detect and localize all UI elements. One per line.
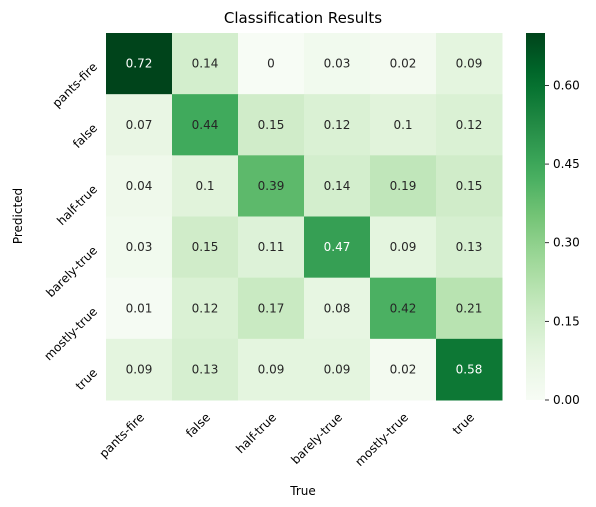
cell-value-label: 0.02: [390, 57, 417, 71]
heatmap-cell: [238, 33, 305, 95]
x-tick-label: true: [450, 410, 477, 437]
cell-value-label: 0.15: [192, 240, 219, 254]
heatmap-cell: [238, 155, 305, 217]
heatmap-cell: [172, 216, 239, 279]
cell-value-label: 0.15: [456, 179, 483, 193]
heatmap-cell: [436, 33, 503, 95]
cell-value-label: 0.1: [393, 118, 412, 132]
y-tick-label: mostly-true: [41, 304, 100, 363]
cell-value-label: 0.07: [126, 118, 153, 132]
heatmap-cell: [304, 216, 371, 279]
y-axis-label: Predicted: [11, 188, 25, 244]
heatmap-cell: [436, 338, 503, 401]
x-axis-label: True: [289, 484, 316, 498]
colorbar: [526, 33, 545, 400]
cell-value-label: 0.14: [192, 57, 219, 71]
heatmap-cell: [106, 338, 173, 401]
y-tick-label: barely-true: [43, 243, 100, 300]
cell-value-label: 0.13: [192, 362, 219, 376]
y-tick-label: half-true: [54, 182, 100, 228]
x-tick-label: false: [183, 410, 213, 440]
cell-value-label: 0.12: [324, 118, 351, 132]
heatmap-cell: [106, 33, 173, 95]
x-tick-label: half-true: [233, 410, 279, 456]
cell-value-label: 0.14: [324, 179, 351, 193]
x-tick-label: mostly-true: [352, 410, 411, 469]
heatmap-cell: [238, 94, 305, 156]
heatmap-cell: [172, 338, 239, 401]
colorbar-tick-label: 0.60: [553, 78, 580, 92]
y-tick-label: false: [70, 121, 100, 151]
cell-value-label: 0.03: [324, 57, 351, 71]
cell-value-label: 0.72: [126, 57, 153, 71]
heatmap-cell: [106, 277, 173, 340]
heatmap-cell: [436, 216, 503, 279]
heatmap-cell: [370, 155, 437, 217]
cell-value-label: 0.08: [324, 301, 351, 315]
heatmap-cell: [370, 216, 437, 279]
heatmap-cell: [436, 94, 503, 156]
cell-value-label: 0.17: [258, 301, 285, 315]
heatmap-cell: [106, 94, 173, 156]
cell-value-label: 0.58: [456, 362, 483, 376]
heatmap-cell: [172, 155, 239, 217]
heatmap-cell: [106, 216, 173, 279]
heatmap-cell: [238, 338, 305, 401]
heatmap-cell: [370, 33, 437, 95]
cell-value-label: 0.19: [390, 179, 417, 193]
x-tick-label: barely-true: [288, 410, 345, 467]
x-tick-labels: pants-fire false half-true barely-true mostl…: [97, 410, 478, 469]
cell-value-label: 0.12: [456, 118, 483, 132]
cell-value-label: 0.04: [126, 179, 153, 193]
cell-value-label: 0.09: [456, 57, 483, 71]
heatmap-cell: [304, 94, 371, 156]
heatmap-cell: [172, 33, 239, 95]
heatmap-cell: [304, 338, 371, 401]
heatmap-cell: [304, 277, 371, 340]
cell-value-label: 0.11: [258, 240, 285, 254]
heatmap-cells: 0.72 0.14 0 0.03 0.02 0.09 0.07 0.44 0.15 0.12 0.1…: [106, 33, 503, 401]
heatmap-cell: [106, 155, 173, 217]
cell-value-label: 0.42: [390, 301, 417, 315]
colorbar-tick-label: 0.45: [553, 157, 580, 171]
y-tick-label: true: [73, 366, 100, 393]
cell-value-label: 0.44: [192, 118, 219, 132]
cell-value-label: 0.13: [456, 240, 483, 254]
chart-title: Classification Results: [224, 9, 382, 27]
cell-value-label: 0.09: [390, 240, 417, 254]
heatmap-cell: [436, 277, 503, 340]
heatmap-cell: [238, 277, 305, 340]
heatmap-cell: [436, 155, 503, 217]
heatmap-cell: [304, 155, 371, 217]
heatmap-cell: [370, 338, 437, 401]
cell-value-label: 0.02: [390, 362, 417, 376]
cell-value-label: 0.21: [456, 301, 483, 315]
heatmap-cell: [172, 94, 239, 156]
heatmap-cell: [172, 277, 239, 340]
cell-value-label: 0.09: [324, 362, 351, 376]
cell-value-label: 0.47: [324, 240, 351, 254]
cell-value-label: 0.09: [126, 362, 153, 376]
cell-value-label: 0.39: [258, 179, 285, 193]
heatmap-cell: [304, 33, 371, 95]
colorbar-ticks: 0.00 0.15 0.30 0.45 0.60: [545, 78, 580, 407]
cell-value-label: 0.03: [126, 240, 153, 254]
heatmap-cell: [370, 94, 437, 156]
y-tick-label: pants-fire: [50, 60, 101, 111]
x-tick-label: pants-fire: [97, 410, 148, 461]
colorbar-tick-label: 0.15: [553, 314, 580, 328]
cell-value-label: 0.12: [192, 301, 219, 315]
colorbar-tick-label: 0.00: [553, 393, 580, 407]
heatmap-cell: [370, 277, 437, 340]
colorbar-tick-label: 0.30: [553, 236, 580, 250]
heatmap-cell: [238, 216, 305, 279]
cell-value-label: 0: [267, 57, 275, 71]
cell-value-label: 0.01: [126, 301, 153, 315]
cell-value-label: 0.15: [258, 118, 285, 132]
cell-value-label: 0.1: [195, 179, 214, 193]
cell-value-label: 0.09: [258, 362, 285, 376]
y-tick-labels: pants-fire false half-true barely-truemostl…: [41, 60, 100, 393]
